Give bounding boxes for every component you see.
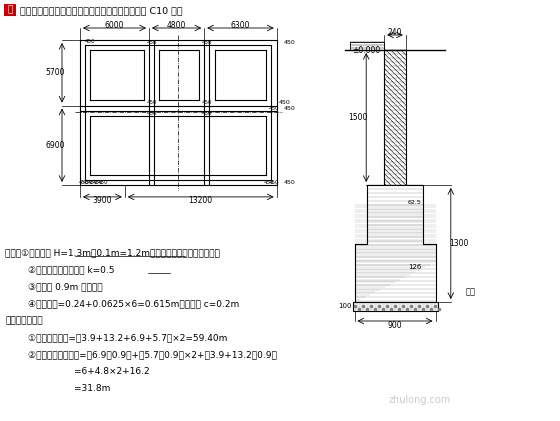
- Text: 450: 450: [78, 180, 89, 185]
- Text: ±0.000: ±0.000: [352, 45, 380, 54]
- Text: 900: 900: [388, 320, 402, 330]
- Text: 450: 450: [146, 40, 157, 45]
- Text: 6900: 6900: [45, 141, 65, 150]
- Text: 6000: 6000: [105, 21, 124, 29]
- Text: 450: 450: [202, 101, 212, 106]
- Bar: [4, 4, 16, 16]
- Text: 450: 450: [269, 180, 279, 185]
- Text: =31.8m: =31.8m: [5, 384, 110, 393]
- Text: 450: 450: [284, 40, 296, 45]
- Text: 450: 450: [93, 180, 104, 185]
- Text: 分析：①开挖深度 H=1.3m－0.1m=1.2m达到一、二类土放坡起点深度: 分析：①开挖深度 H=1.3m－0.1m=1.2m达到一、二类土放坡起点深度: [5, 248, 220, 257]
- Text: 6300: 6300: [231, 21, 250, 29]
- Text: 例：计算人工挖沟槽土方，土质类别为二类，垫层 C10 砼。: 例：计算人工挖沟槽土方，土质类别为二类，垫层 C10 砼。: [20, 6, 183, 16]
- Text: 450: 450: [146, 111, 157, 116]
- Text: 450: 450: [202, 40, 212, 45]
- Text: 450: 450: [98, 180, 109, 185]
- Text: ③垫层宽 0.9m 原槽浇灌: ③垫层宽 0.9m 原槽浇灌: [5, 282, 102, 291]
- Text: ④砖基础宽=0.24+0.0625×6=0.615m，工作面 c=0.2m: ④砖基础宽=0.24+0.0625×6=0.615m，工作面 c=0.2m: [5, 299, 239, 308]
- Text: 450: 450: [88, 180, 98, 185]
- Text: 450: 450: [82, 180, 93, 185]
- Text: 1300: 1300: [449, 239, 469, 248]
- Bar: [350, 42, 384, 50]
- Text: ②内墙基础垫层净长=（6.9－0.9）+（5.7－0.9）×2+（3.9+13.2－0.9）: ②内墙基础垫层净长=（6.9－0.9）+（5.7－0.9）×2+（3.9+13.…: [5, 350, 277, 359]
- Text: 100: 100: [338, 304, 352, 309]
- Text: 450: 450: [284, 180, 296, 185]
- Text: 5700: 5700: [45, 68, 65, 77]
- Text: 62.5: 62.5: [408, 200, 422, 205]
- Bar: [384, 50, 406, 185]
- Text: 13200: 13200: [189, 197, 213, 205]
- Text: 450: 450: [284, 106, 296, 111]
- Text: 126: 126: [408, 264, 421, 270]
- Text: 450: 450: [269, 106, 279, 111]
- Text: 4800: 4800: [167, 21, 186, 29]
- Text: 450: 450: [85, 39, 96, 44]
- Text: 240: 240: [388, 27, 402, 37]
- Text: ②一、二类土放坡系数 k=0.5: ②一、二类土放坡系数 k=0.5: [5, 265, 114, 274]
- Polygon shape: [354, 185, 436, 302]
- Text: 沟槽长度计算：: 沟槽长度计算：: [5, 316, 43, 325]
- Text: 3900: 3900: [92, 197, 112, 205]
- Text: 例: 例: [7, 5, 13, 14]
- Text: ①外墙中心线长=（3.9+13.2+6.9+5.7）×2=59.40m: ①外墙中心线长=（3.9+13.2+6.9+5.7）×2=59.40m: [5, 333, 227, 342]
- Text: 450: 450: [202, 111, 212, 116]
- Text: 450: 450: [279, 101, 291, 106]
- Text: =6+4.8×2+16.2: =6+4.8×2+16.2: [5, 367, 150, 376]
- Text: 解：: 解：: [466, 288, 476, 296]
- Text: 450: 450: [264, 180, 274, 185]
- Bar: [352, 302, 437, 311]
- Text: zhulong.com: zhulong.com: [389, 395, 451, 405]
- Text: 1500: 1500: [348, 113, 368, 122]
- Text: 450: 450: [146, 101, 157, 106]
